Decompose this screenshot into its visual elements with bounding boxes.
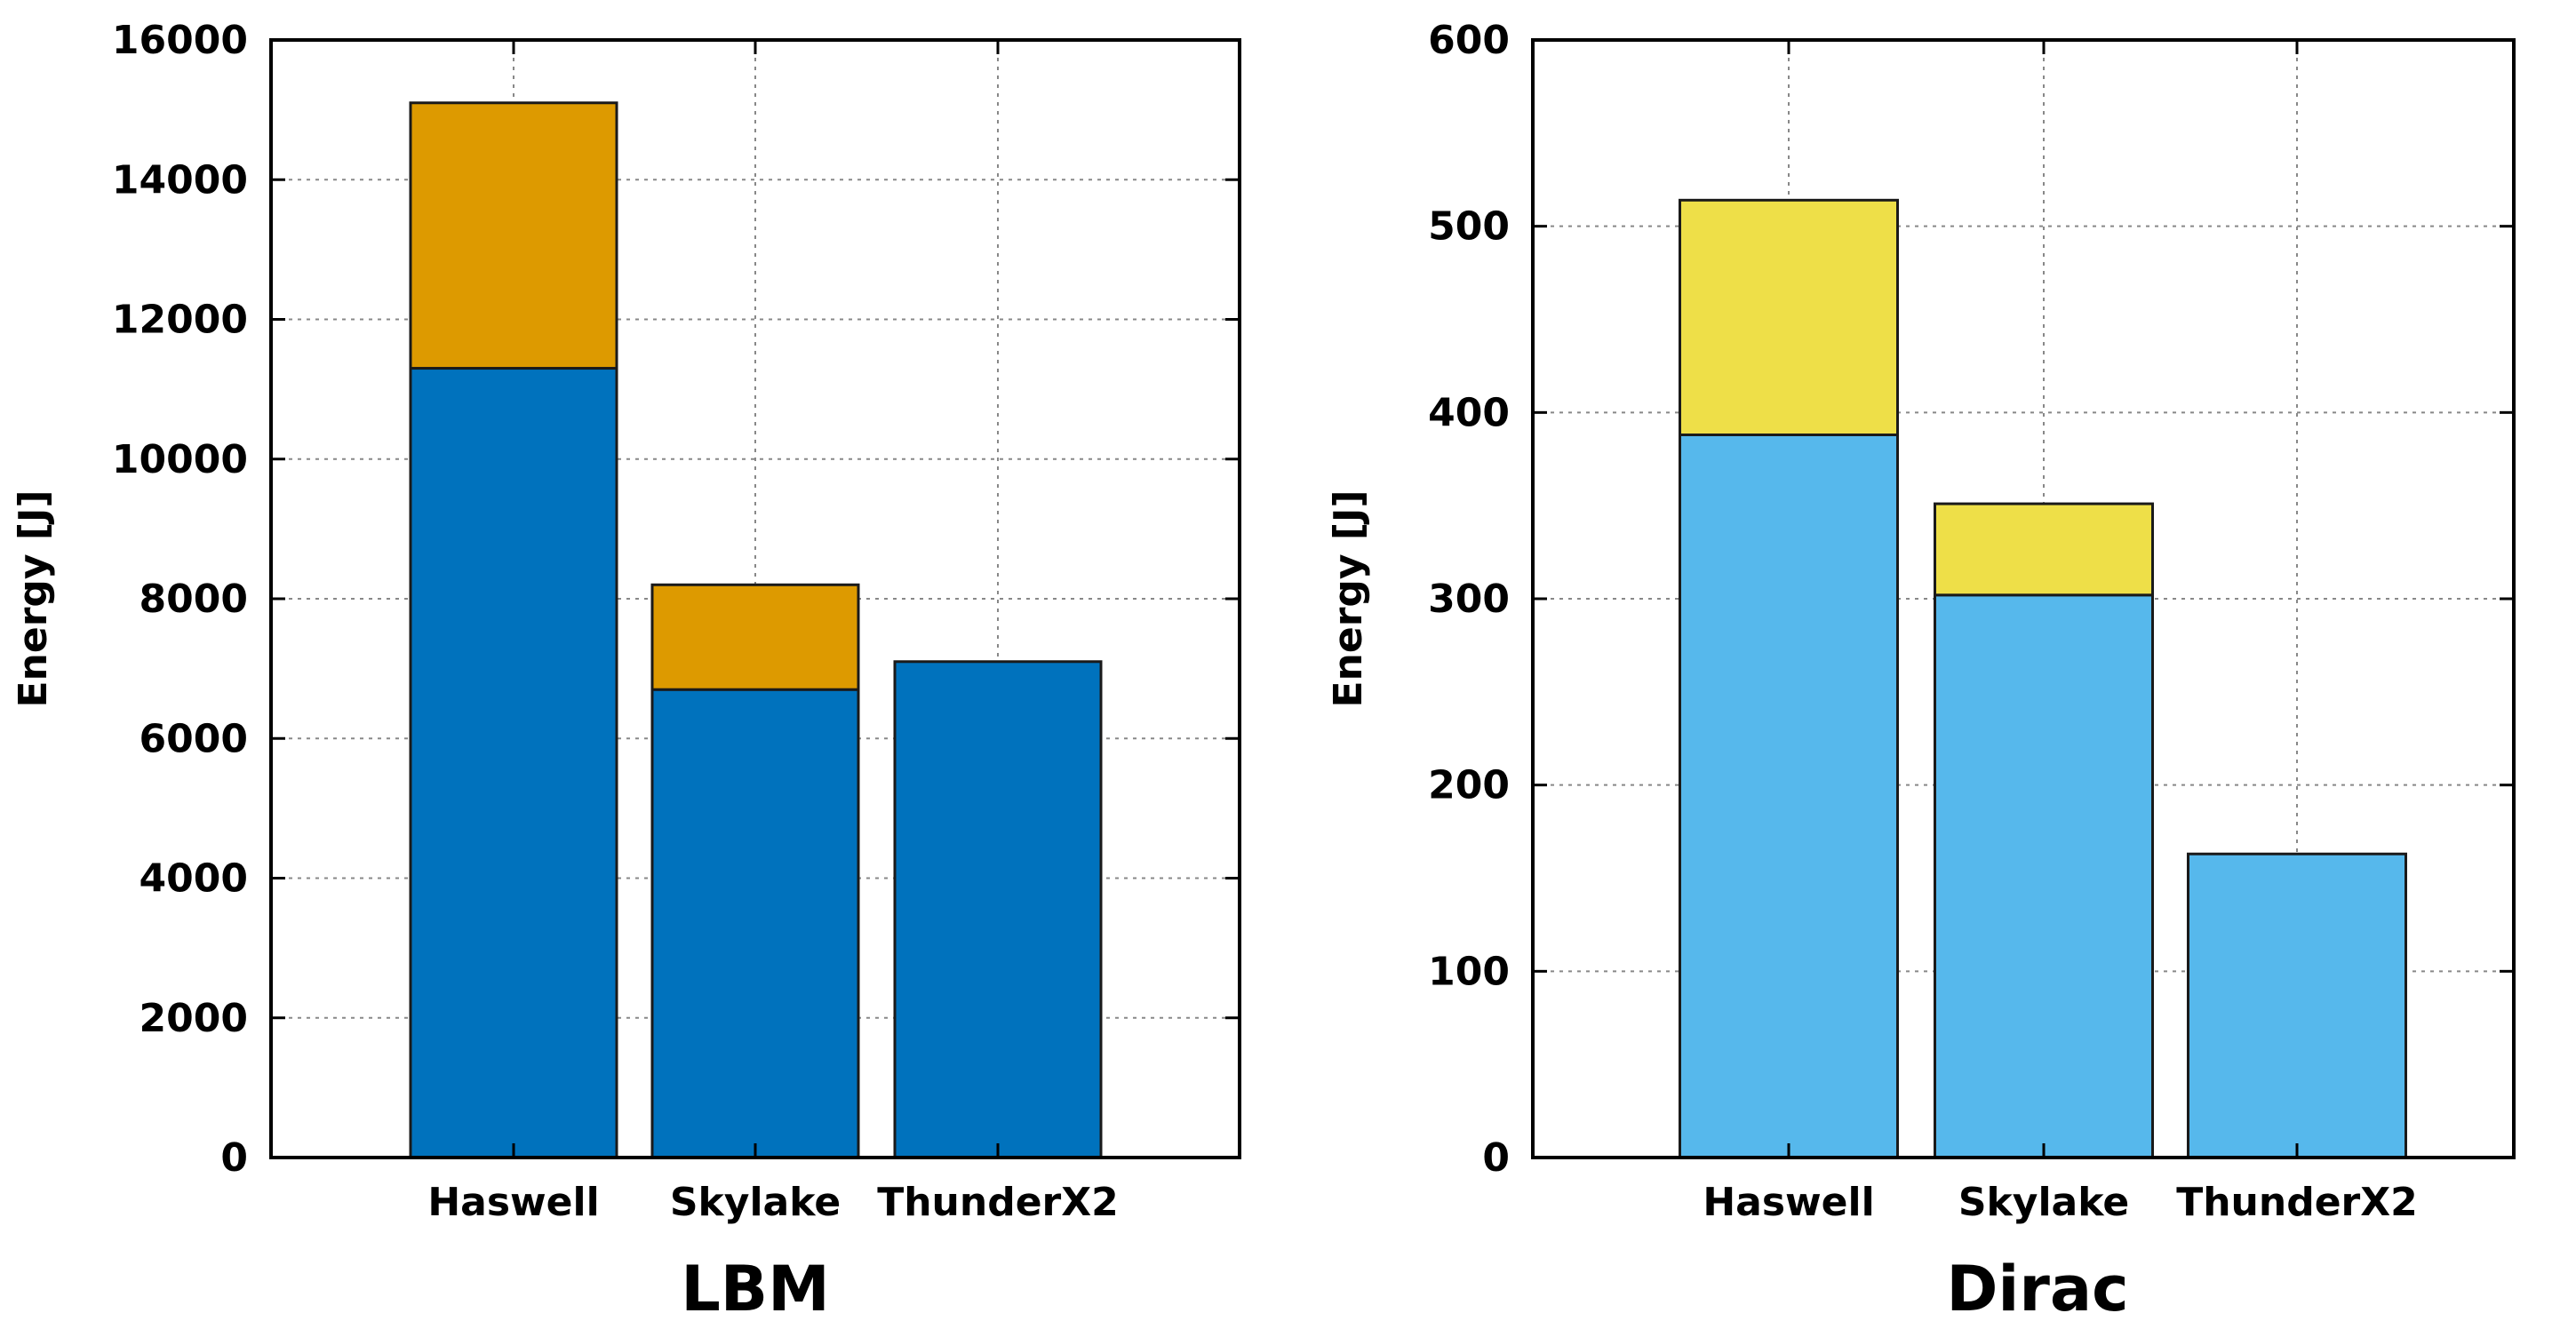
x-tick-label: Skylake bbox=[670, 1180, 841, 1225]
y-axis-label: Energy [J] bbox=[1326, 489, 1371, 707]
bar-skylake-base bbox=[650, 688, 860, 1159]
y-tick-label: 500 bbox=[1428, 204, 1510, 250]
y-tick-label: 6000 bbox=[140, 716, 248, 761]
bar-thunderx2-base bbox=[893, 660, 1103, 1159]
x-tick-label: Haswell bbox=[1703, 1180, 1874, 1225]
plot-frame bbox=[1531, 38, 2516, 1159]
y-tick-label: 0 bbox=[220, 1135, 248, 1181]
bar-skylake-base bbox=[1934, 593, 2154, 1159]
x-tick-label: Skylake bbox=[1958, 1180, 2129, 1225]
y-tick-label: 8000 bbox=[140, 577, 248, 622]
y-tick-label: 4000 bbox=[140, 856, 248, 902]
chart-title: LBM bbox=[681, 1253, 830, 1321]
bar-haswell-base bbox=[409, 367, 618, 1159]
y-tick-label: 100 bbox=[1428, 949, 1510, 994]
bar-skylake-extra bbox=[650, 583, 860, 691]
bar-haswell-extra bbox=[409, 101, 618, 370]
y-tick-label: 0 bbox=[1482, 1135, 1510, 1181]
y-tick-label: 14000 bbox=[112, 157, 248, 203]
bar-haswell-base bbox=[1679, 433, 1899, 1159]
dirac-chart-panel: 0 100 200 300 400 500 600 Haswell Skylake Thunder… bbox=[1326, 18, 2516, 1321]
bar-skylake-extra bbox=[1934, 502, 2154, 597]
y-tick-label: 200 bbox=[1428, 763, 1510, 808]
x-tick-label: Haswell bbox=[427, 1180, 599, 1225]
y-tick-label: 16000 bbox=[112, 18, 248, 63]
y-tick-label: 600 bbox=[1428, 18, 1510, 63]
y-tick-label: 400 bbox=[1428, 390, 1510, 435]
y-tick-label: 300 bbox=[1428, 577, 1510, 622]
y-tick-label: 10000 bbox=[112, 437, 248, 482]
plot-frame bbox=[269, 38, 1241, 1159]
bar-haswell-extra bbox=[1679, 198, 1899, 436]
x-tick-label: ThunderX2 bbox=[2176, 1180, 2418, 1225]
y-axis-label: Energy [J] bbox=[11, 489, 56, 707]
x-tick-label: ThunderX2 bbox=[877, 1180, 1119, 1225]
chart-title: Dirac bbox=[1946, 1253, 2128, 1321]
lbm-chart-panel: 0 2000 4000 6000 8000 10000 12000 14000 16000 Has… bbox=[11, 18, 1241, 1321]
y-tick-label: 2000 bbox=[140, 996, 248, 1041]
bar-thunderx2-base bbox=[2187, 852, 2407, 1159]
y-tick-label: 12000 bbox=[112, 298, 248, 343]
